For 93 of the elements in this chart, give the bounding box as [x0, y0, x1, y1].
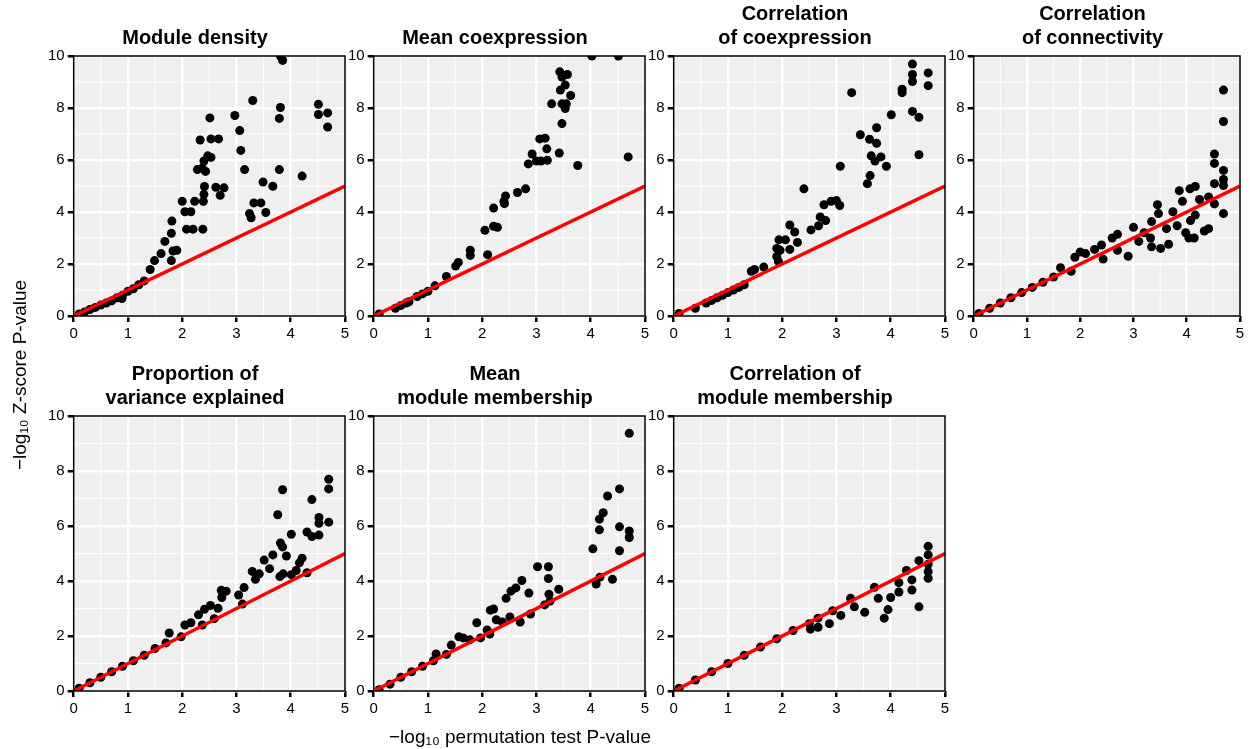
x-tick-label: 0 — [669, 699, 678, 717]
y-tick-label: 0 — [356, 681, 365, 699]
y-tick-label: 4 — [656, 571, 665, 589]
chart-title: Proportion of variance explained — [105, 361, 285, 408]
y-tick-label: 0 — [356, 306, 365, 324]
x-tick-label: 4 — [586, 324, 595, 342]
chart-title: Mean coexpression — [402, 25, 588, 48]
x-tick-label: 3 — [232, 699, 241, 717]
y-tick-label: 6 — [656, 516, 665, 534]
y-tick-label: 2 — [356, 254, 365, 272]
y-tick-label: 2 — [656, 626, 665, 644]
chart-title: Correlation of connectivity — [1021, 1, 1164, 48]
y-tick-label: 4 — [656, 202, 665, 220]
x-tick-label: 4 — [886, 699, 895, 717]
x-tick-label: 5 — [940, 699, 950, 717]
chart-title: Correlation of module membership — [697, 361, 893, 408]
y-tick-label: 2 — [56, 254, 65, 272]
x-tick-label: 2 — [178, 324, 187, 342]
y-tick-label: 2 — [56, 626, 65, 644]
y-tick-label: 6 — [56, 150, 65, 168]
y-tick-label: 10 — [348, 46, 365, 64]
x-tick-label: 4 — [286, 324, 295, 342]
y-tick-label: 6 — [956, 150, 965, 168]
chart-title: Module density — [122, 25, 269, 48]
y-tick-label: 6 — [656, 150, 665, 168]
y-tick-label: 10 — [48, 46, 65, 64]
x-tick-label: 2 — [478, 699, 487, 717]
x-tick-label: 0 — [969, 324, 978, 342]
x-tick-label: 1 — [423, 699, 433, 717]
y-tick-label: 4 — [956, 202, 965, 220]
y-tick-label: 10 — [348, 406, 365, 424]
x-tick-label: 5 — [940, 324, 950, 342]
y-tick-label: 8 — [656, 461, 665, 479]
y-tick-label: 8 — [356, 98, 365, 116]
y-tick-label: 8 — [56, 98, 65, 116]
x-tick-label: 3 — [832, 699, 841, 717]
x-tick-label: 2 — [178, 699, 187, 717]
x-tick-label: 4 — [286, 699, 295, 717]
x-tick-label: 4 — [886, 324, 895, 342]
x-tick-label: 2 — [478, 324, 487, 342]
x-tick-label: 5 — [640, 699, 650, 717]
y-tick-label: 0 — [656, 306, 665, 324]
y-tick-label: 4 — [356, 571, 365, 589]
y-tick-label: 8 — [56, 461, 65, 479]
x-tick-label: 1 — [723, 324, 733, 342]
x-tick-label: 1 — [1022, 324, 1032, 342]
y-tick-label: 2 — [656, 254, 665, 272]
y-tick-label: 4 — [56, 571, 65, 589]
y-tick-label: 4 — [56, 202, 65, 220]
x-tick-label: 1 — [123, 699, 133, 717]
x-tick-label: 2 — [778, 699, 787, 717]
y-tick-label: 0 — [956, 306, 965, 324]
x-tick-label: 3 — [832, 324, 841, 342]
x-tick-label: 5 — [1235, 324, 1245, 342]
x-tick-label: 0 — [69, 699, 78, 717]
x-tick-label: 2 — [1076, 324, 1085, 342]
x-tick-label: 4 — [1182, 324, 1191, 342]
y-tick-label: 4 — [356, 202, 365, 220]
x-tick-label: 0 — [369, 324, 378, 342]
x-tick-label: 1 — [723, 699, 733, 717]
y-tick-label: 6 — [356, 150, 365, 168]
y-tick-label: 2 — [356, 626, 365, 644]
x-tick-label: 3 — [532, 324, 541, 342]
y-tick-label: 6 — [356, 516, 365, 534]
x-tick-label: 1 — [423, 324, 433, 342]
y-tick-label: 10 — [648, 46, 665, 64]
chart-title: Correlation of coexpression — [718, 1, 872, 48]
y-tick-label: 0 — [656, 681, 665, 699]
x-tick-label: 3 — [532, 699, 541, 717]
y-tick-label: 0 — [56, 681, 65, 699]
y-tick-label: 2 — [956, 254, 965, 272]
y-tick-label: 10 — [648, 406, 665, 424]
x-tick-label: 0 — [69, 324, 78, 342]
y-tick-label: 8 — [656, 98, 665, 116]
x-tick-label: 0 — [669, 324, 678, 342]
x-tick-label: 4 — [586, 699, 595, 717]
y-tick-label: 0 — [56, 306, 65, 324]
x-tick-label: 3 — [232, 324, 241, 342]
x-tick-label: 1 — [123, 324, 133, 342]
y-tick-label: 10 — [948, 46, 965, 64]
x-tick-label: 3 — [1129, 324, 1138, 342]
x-tick-label: 5 — [340, 699, 350, 717]
y-tick-label: 8 — [956, 98, 965, 116]
x-tick-label: 0 — [369, 699, 378, 717]
x-axis-title: −log₁₀ permutation test P-value — [389, 726, 651, 748]
y-tick-label: 8 — [356, 461, 365, 479]
x-tick-label: 5 — [340, 324, 350, 342]
chart-title: Mean module membership — [397, 361, 593, 408]
y-axis-title: −log₁₀ Z-score P-value — [9, 279, 31, 471]
x-tick-label: 5 — [640, 324, 650, 342]
x-tick-label: 2 — [778, 324, 787, 342]
y-tick-label: 6 — [56, 516, 65, 534]
y-tick-label: 10 — [48, 406, 65, 424]
